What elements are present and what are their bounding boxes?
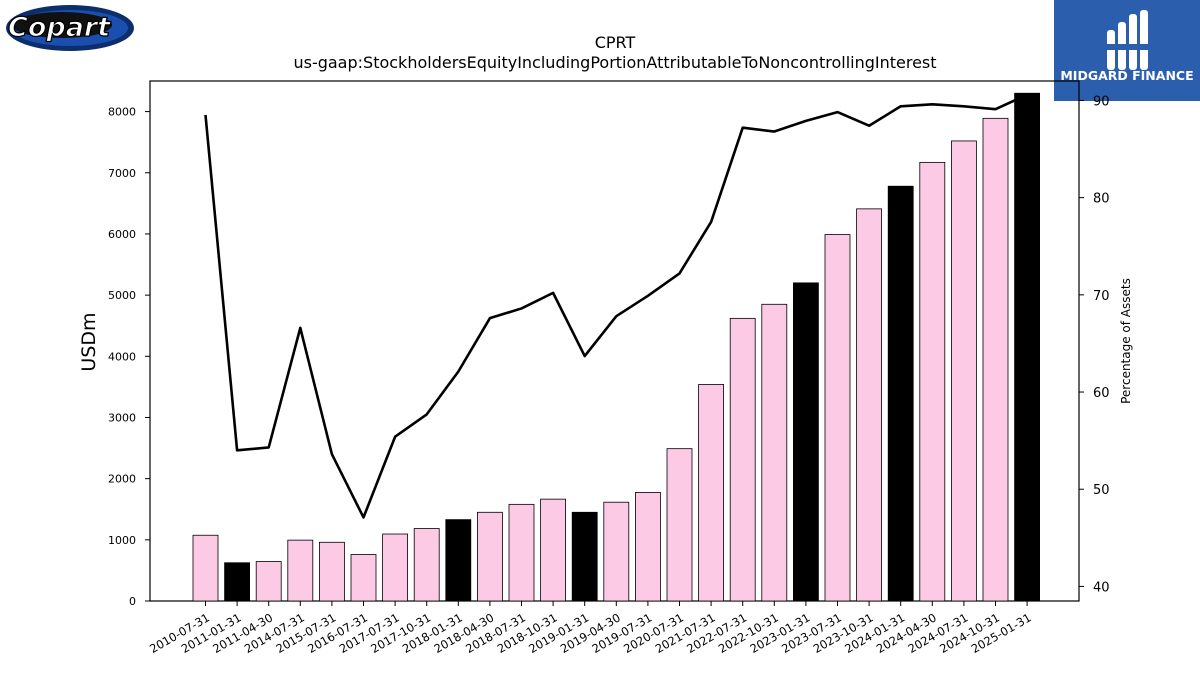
bar-2022-07-31: [729, 317, 756, 602]
y2-tick-label: 80: [1093, 192, 1110, 207]
bar-2011-01-31: [224, 562, 251, 602]
y2-tick-label: 40: [1093, 580, 1110, 595]
chart-subtitle: us-gaap:StockholdersEquityIncludingPorti…: [293, 53, 936, 72]
midgard-logo-text: MIDGARD FINANCE: [1060, 68, 1193, 83]
midgard-mark-icon: [1104, 10, 1150, 70]
bar-2022-10-31: [761, 303, 788, 602]
bar-2024-10-31: [982, 117, 1009, 602]
bar-2023-01-31: [793, 282, 819, 602]
y-tick-label: 6000: [108, 228, 136, 241]
bars-group: [192, 92, 1040, 602]
y-tick-label: 1000: [108, 534, 136, 547]
midgard-logo-background: [1054, 0, 1200, 101]
bar-2020-07-31: [666, 448, 693, 602]
y-tick-label: 2000: [108, 473, 136, 486]
x-axis-ticks: 2010-07-312011-01-312011-04-302014-07-31…: [147, 601, 1034, 656]
y2-tick-label: 90: [1093, 94, 1110, 109]
bar-2018-04-30: [476, 511, 503, 602]
copart-logo: Copart: [6, 5, 134, 51]
bar-2018-07-31: [508, 503, 535, 602]
y2-axis-ticks: 40 50 60 70 80 90: [1079, 94, 1110, 595]
y2-tick-label: 60: [1093, 386, 1110, 401]
percentage-of-assets-line: [204, 93, 1028, 519]
chart-title: CPRT: [595, 33, 636, 52]
midgard-logo: MIDGARD FINANCE: [1054, 0, 1200, 101]
bar-2023-07-31: [824, 234, 851, 602]
y2-tick-label: 50: [1093, 483, 1110, 498]
bar-2025-01-31: [1014, 92, 1040, 602]
copart-logo-text: Copart: [8, 12, 111, 43]
bar-2014-07-31: [287, 539, 314, 602]
bar-2024-01-31: [887, 185, 914, 602]
y-tick-label: 5000: [108, 289, 136, 302]
y2-tick-label: 70: [1093, 289, 1110, 304]
bar-2024-07-31: [951, 140, 977, 602]
bar-2015-07-31: [318, 541, 345, 602]
bar-2018-01-31: [445, 519, 472, 602]
bar-2018-10-31: [540, 498, 566, 602]
y-tick-label: 8000: [108, 106, 136, 119]
bar-2019-01-31: [571, 511, 598, 602]
y-tick-label: 3000: [108, 411, 136, 424]
y-tick-label: 7000: [108, 167, 136, 180]
y-axis-label: USDm: [78, 312, 100, 371]
bar-2019-04-30: [603, 501, 630, 602]
y-tick-label: 4000: [108, 350, 136, 363]
bar-2011-04-30: [255, 561, 282, 602]
bar-2021-07-31: [698, 384, 724, 602]
logo-dark-band: [12, 12, 112, 38]
bar-2010-07-31: [192, 534, 219, 602]
bar-2024-04-30: [919, 161, 946, 602]
bar-2017-10-31: [413, 528, 440, 602]
bar-2017-07-31: [382, 533, 409, 602]
y-axis-ticks: 0 1000 2000 3000 4000 5000 6000 7000 8000: [108, 106, 150, 608]
y2-axis-label: Percentage of Assets: [1119, 278, 1133, 404]
y-tick-label: 0: [129, 595, 136, 608]
bar-2019-07-31: [635, 492, 661, 602]
bar-2023-10-31: [856, 208, 882, 602]
line-group: [204, 93, 1028, 519]
bar-2016-07-31: [350, 554, 377, 602]
